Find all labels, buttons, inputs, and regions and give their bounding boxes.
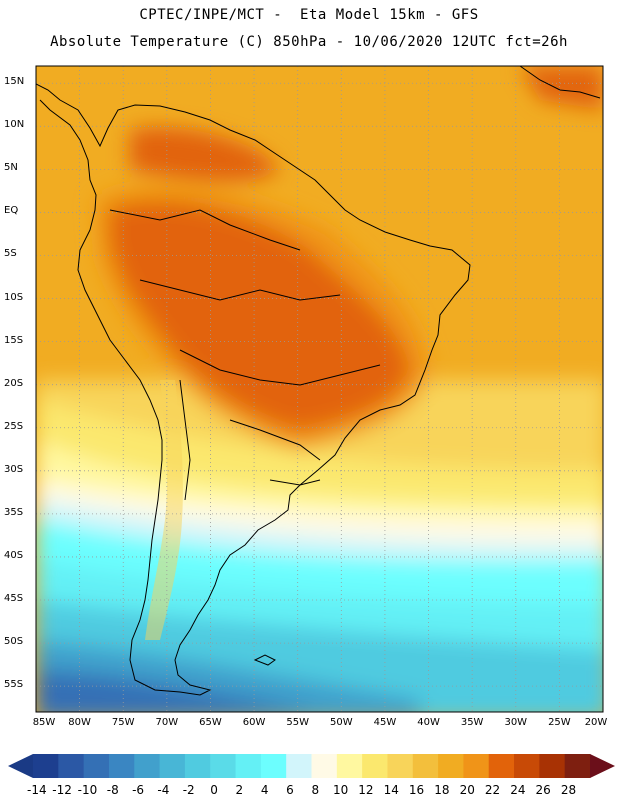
lat-label: 15N [4, 76, 25, 88]
colorbar-swatch [108, 754, 135, 778]
colorbar-label: 24 [510, 783, 526, 797]
colorbar-swatch [463, 754, 490, 778]
colorbar-label: 28 [560, 783, 577, 797]
colorbar-swatch [412, 754, 439, 778]
colorbar-swatch [210, 754, 237, 778]
coastline [36, 66, 601, 696]
colorbar-label: 0 [210, 783, 218, 797]
colorbar-swatch [336, 754, 363, 778]
lon-label: 50W [329, 717, 353, 728]
colorbar-swatch [488, 754, 515, 778]
colorbar-label: -12 [52, 783, 72, 797]
lon-label: 65W [199, 717, 222, 728]
lat-label: 40S [4, 549, 24, 561]
colorbar-swatch [260, 754, 287, 778]
lat-label: 30S [4, 463, 24, 475]
colorbar-label: -14 [26, 783, 47, 797]
lon-label: 55W [286, 717, 309, 728]
lat-label: EQ [4, 205, 19, 217]
colorbar-label: -2 [182, 783, 195, 797]
colorbar-label: 4 [260, 783, 269, 797]
colorbar-swatch [539, 754, 566, 778]
lat-label: 20S [4, 377, 24, 389]
colorbar-label: 14 [383, 783, 399, 797]
colorbar-label: 22 [484, 783, 501, 797]
lat-label: 5N [4, 162, 18, 174]
temperature-field [36, 66, 603, 712]
lon-label: 25W [548, 717, 571, 728]
lon-label: 60W [242, 717, 266, 728]
lat-label: 50S [4, 636, 24, 648]
colorbar-swatch [311, 754, 338, 778]
colorbar [8, 754, 615, 778]
colorbar-swatch [58, 754, 85, 778]
colorbar-label: 10 [332, 783, 349, 797]
map-title-line1: CPTEC/INPE/MCT - Eta Model 15km - GFS [139, 7, 479, 23]
lon-label: 85W [32, 717, 56, 728]
lat-label: 10N [4, 119, 25, 131]
colorbar-swatch [184, 754, 211, 778]
colorbar-label: 20 [459, 783, 475, 797]
colorbar-label: -4 [157, 783, 170, 797]
lon-label: 30W [504, 717, 528, 728]
colorbar-label: 26 [535, 783, 551, 797]
lon-label: 80W [68, 717, 91, 728]
colorbar-swatch [159, 754, 186, 778]
colorbar-label: 6 [286, 783, 294, 797]
lon-label: 75W [111, 717, 135, 728]
colorbar-swatch [235, 754, 262, 778]
colorbar-swatch [514, 754, 540, 778]
colorbar-swatch [286, 754, 312, 778]
lat-label: 45S [4, 593, 24, 605]
colorbar-label: 18 [434, 783, 450, 797]
colorbar-swatch [83, 754, 110, 778]
colorbar-label: -8 [106, 783, 119, 797]
lat-label: 10S [4, 291, 24, 303]
colorbar-swatch [134, 754, 161, 778]
lon-label: 70W [155, 717, 179, 728]
lat-label: 5S [4, 248, 17, 260]
lat-label: 35S [4, 506, 24, 518]
colorbar-high-arrow [590, 754, 615, 778]
lat-label: 15S [4, 334, 24, 346]
colorbar-label: -10 [77, 783, 98, 797]
map-frame [35, 65, 604, 713]
lon-label: 35W [460, 717, 484, 728]
colorbar-low-arrow [8, 754, 33, 778]
lat-label: 25S [4, 420, 24, 432]
colorbar-swatch [362, 754, 388, 778]
lon-label: 20W [584, 717, 608, 728]
colorbar-label: 8 [311, 783, 320, 797]
map-title-line2: Absolute Temperature (C) 850hPa - 10/06/… [50, 34, 568, 50]
lon-label: 40W [417, 717, 440, 728]
colorbar-label: 16 [408, 783, 425, 797]
colorbar-swatch [438, 754, 464, 778]
colorbar-swatch [564, 754, 591, 778]
map-grid [36, 66, 603, 712]
colorbar-swatch [33, 754, 59, 778]
colorbar-label: 12 [358, 783, 374, 797]
lat-label: 55S [4, 679, 24, 691]
colorbar-swatch [387, 754, 414, 778]
colorbar-label: -6 [132, 783, 145, 797]
colorbar-label: 2 [235, 783, 244, 797]
lon-label: 45W [373, 717, 397, 728]
